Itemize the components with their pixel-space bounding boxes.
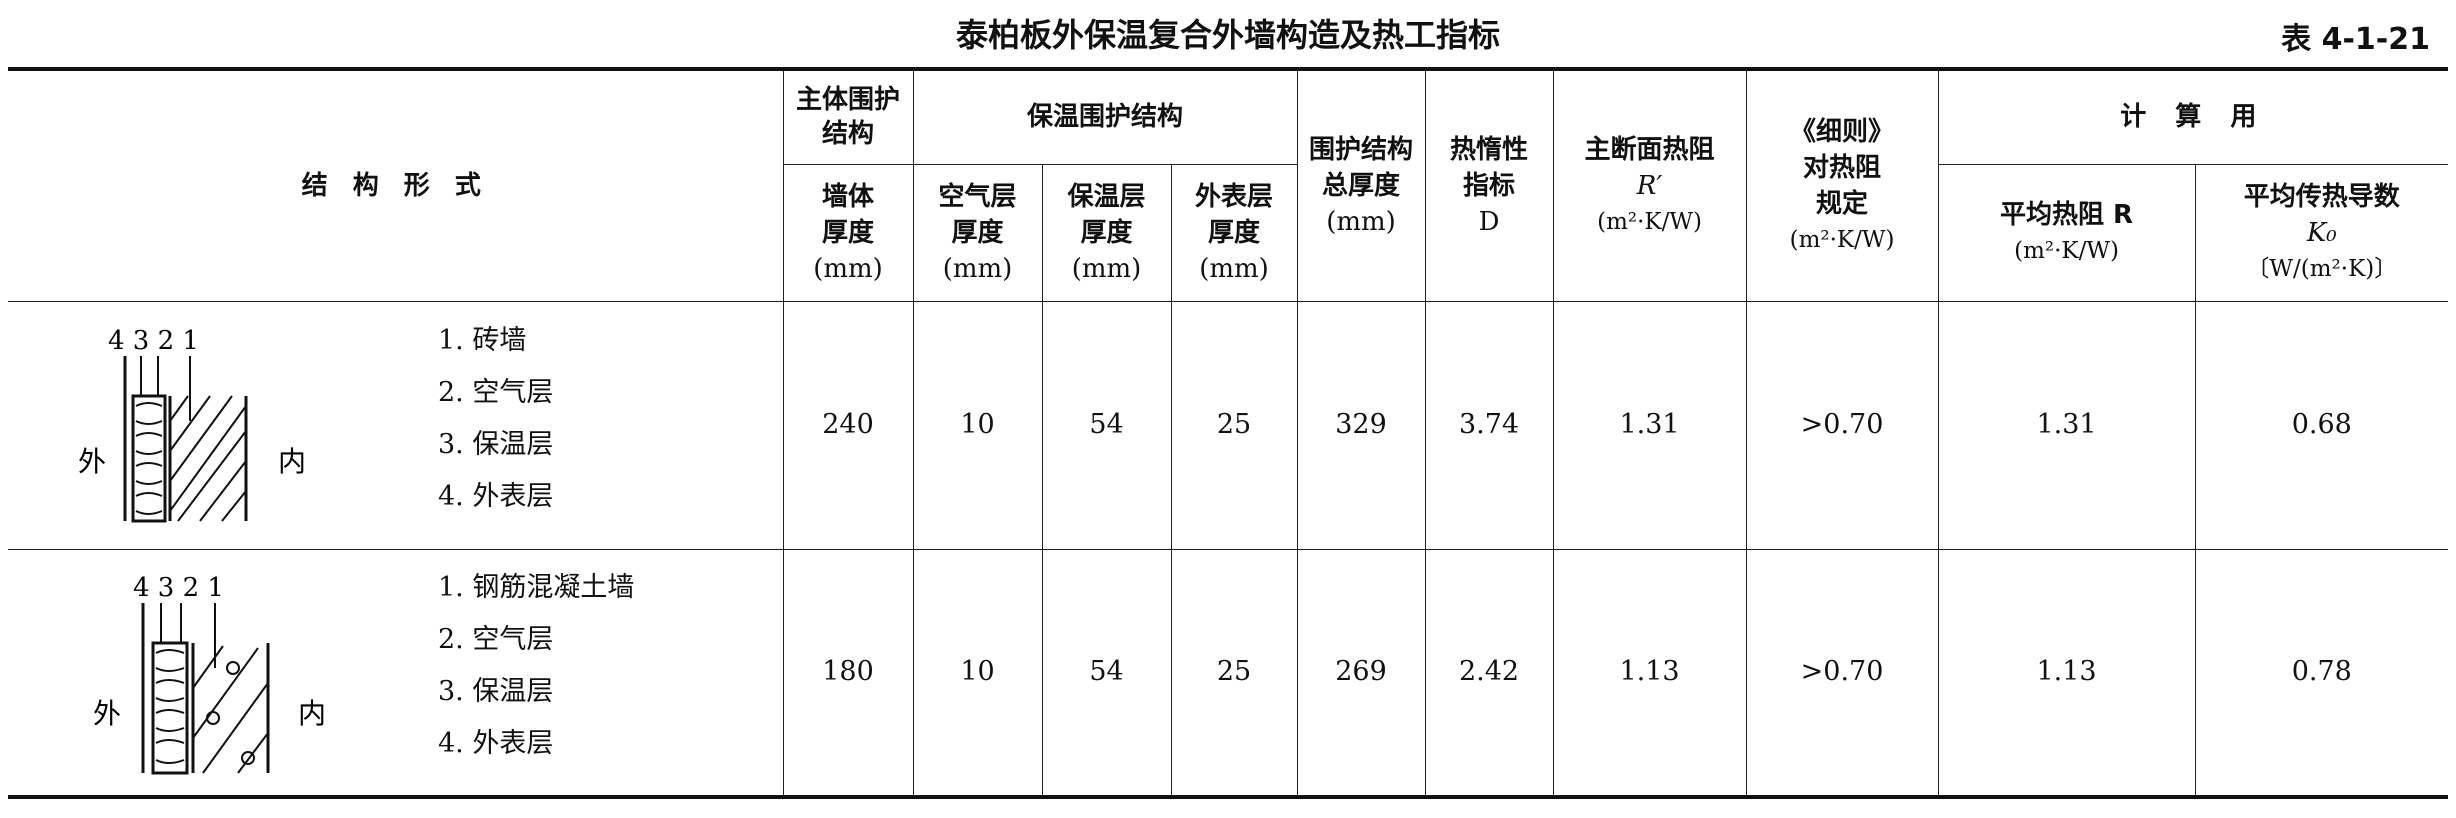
layer-item: 2. 空气层: [438, 623, 554, 655]
t: 厚度: [821, 217, 874, 248]
t: 墙体: [821, 181, 874, 212]
thermal-table: 结 构 形 式 主体围护结构 保温围护结构 围护结构总厚度 (mm) 热惰性指标 D…: [8, 67, 2449, 799]
avg-transfer: 0.68: [2194, 300, 2449, 550]
header-air-thickness: 空气层厚度 (mm): [912, 163, 1043, 302]
t: (mm): [942, 253, 1013, 284]
t: 厚度: [1208, 217, 1261, 248]
outer-thickness: 25: [1170, 300, 1298, 550]
table-title: 泰柏板外保温复合外墙构造及热工指标: [955, 16, 1500, 54]
t: 热惰性: [1450, 134, 1529, 165]
brick-wall-diagram: 4 3 2 1 外 内: [78, 326, 306, 522]
header-main-envelope: 主体围护结构: [782, 68, 914, 165]
layer-legend: 1. 钢筋混凝土墙 2. 空气层 3. 保温层 4. 外表层: [438, 562, 634, 770]
layer-item: 2. 空气层: [438, 376, 554, 408]
t: 总厚度: [1322, 170, 1401, 201]
layer-item: 1. 砖墙: [438, 324, 527, 356]
t: (mm): [813, 253, 883, 284]
header-wall-thickness: 墙体厚度 (mm): [783, 163, 914, 302]
layer-item: 3. 保温层: [438, 428, 554, 460]
thermal-inertia: 3.74: [1424, 300, 1554, 550]
t: 围护结构: [1309, 134, 1414, 165]
wall-thickness: 240: [782, 300, 914, 550]
structure-form-cell: 4 3 2 1 外 内 1. 砖墙 2. 空气层 3. 保温层 4. 外表层: [8, 300, 784, 550]
t: D: [1478, 206, 1500, 237]
svg-text:4 3 2 1: 4 3 2 1: [108, 326, 199, 356]
svg-text:内: 内: [298, 697, 326, 730]
air-thickness: 10: [912, 548, 1043, 797]
t: 平均传热导数: [2243, 181, 2400, 212]
layer-item: 4. 外表层: [438, 727, 554, 759]
table-number: 表 4-1-21: [2281, 22, 2430, 57]
thermal-inertia: 2.42: [1424, 548, 1554, 797]
t: (mm): [1199, 253, 1269, 284]
main-section-resistance: 1.31: [1552, 300, 1747, 550]
header-total-thickness: 围护结构总厚度 (mm): [1296, 68, 1426, 302]
total-thickness: 269: [1296, 548, 1426, 797]
t: (mm): [1326, 206, 1396, 237]
t: 外表层: [1195, 181, 1274, 212]
header-avg-resistance: 平均热阻 R (m²·K/W): [1937, 163, 2196, 302]
rules-resistance: >0.70: [1745, 548, 1939, 797]
layer-item: 4. 外表层: [438, 480, 554, 512]
t: 指标: [1463, 170, 1516, 201]
outside-label: 外: [78, 445, 106, 478]
t: (mm): [1071, 253, 1142, 284]
svg-text:4 3 2 1: 4 3 2 1: [133, 573, 224, 603]
table-row: 4 3 2 1 外 内 1. 钢筋混凝土墙 2. 空气层 3. 保温层: [8, 548, 2449, 797]
t: 空气层: [938, 181, 1017, 212]
air-thickness: 10: [912, 300, 1043, 550]
svg-text:外: 外: [93, 697, 121, 730]
outer-thickness: 25: [1170, 548, 1298, 797]
t: 平均热阻 R: [1999, 199, 2134, 230]
avg-resistance: 1.31: [1937, 300, 2196, 550]
t: 主断面热阻: [1584, 134, 1715, 165]
t: 规定: [1816, 188, 1869, 219]
layer-item: 1. 钢筋混凝土墙: [438, 571, 635, 603]
header-insulation-envelope: 保温围护结构: [912, 68, 1298, 165]
t: R′: [1636, 170, 1663, 201]
main-section-resistance: 1.13: [1552, 548, 1747, 797]
header-rules-resistance: 《细则》对热阻规定 (m²·K/W): [1745, 68, 1939, 302]
layer-legend: 1. 砖墙 2. 空气层 3. 保温层 4. 外表层: [438, 315, 553, 523]
header-calculation: 计 算 用: [1937, 68, 2449, 165]
header-thermal-inertia: 热惰性指标 D: [1424, 68, 1554, 302]
t: (m²·K/W): [2014, 237, 2119, 264]
inside-label: 内: [278, 445, 306, 478]
avg-resistance: 1.13: [1937, 548, 2196, 797]
insulation-thickness: 54: [1041, 300, 1172, 550]
t: 厚度: [1080, 217, 1133, 248]
t: (m²·K/W): [1789, 226, 1895, 253]
t: 保温层: [1067, 181, 1146, 212]
header-outer-thickness: 外表层厚度 (mm): [1170, 163, 1298, 302]
t: 〔W/(m²·K)〕: [2246, 255, 2398, 282]
t: 厚度: [951, 217, 1004, 248]
t: (m²·K/W): [1597, 208, 1702, 235]
structure-form-cell: 4 3 2 1 外 内 1. 钢筋混凝土墙 2. 空气层 3. 保温层: [8, 548, 784, 797]
t: K₀: [2306, 217, 2337, 248]
header-avg-transfer: 平均传热导数 K₀ 〔W/(m²·K)〕: [2194, 163, 2449, 302]
layer-item: 3. 保温层: [438, 675, 554, 707]
header-insulation-thickness: 保温层厚度 (mm): [1041, 163, 1172, 302]
rules-resistance: >0.70: [1745, 300, 1939, 550]
total-thickness: 329: [1296, 300, 1426, 550]
t: 《细则》: [1790, 116, 1895, 147]
header-main-section-resistance: 主断面热阻 R′ (m²·K/W): [1552, 68, 1747, 302]
wall-thickness: 180: [782, 548, 914, 797]
t: 对热阻: [1803, 152, 1882, 183]
avg-transfer: 0.78: [2194, 548, 2449, 797]
insulation-thickness: 54: [1041, 548, 1172, 797]
table-row: 4 3 2 1 外 内 1. 砖墙 2. 空气层 3. 保温层 4. 外表层 2: [8, 300, 2449, 550]
header-structure-form: 结 构 形 式: [8, 68, 784, 302]
concrete-wall-diagram: 4 3 2 1 外 内: [93, 573, 326, 774]
